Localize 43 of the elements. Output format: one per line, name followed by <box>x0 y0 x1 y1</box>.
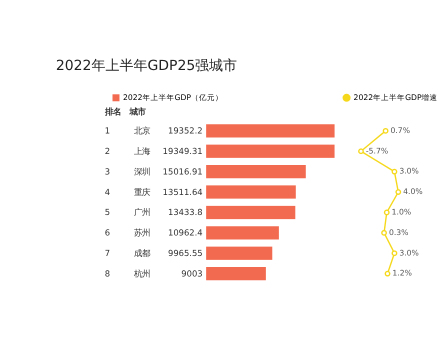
bar <box>206 246 272 260</box>
text: 6 <box>104 228 110 238</box>
text: 1 <box>104 126 110 136</box>
y-tick-label: 广州 <box>134 207 150 218</box>
bar <box>206 226 279 240</box>
data-label: 15016.91 <box>162 166 203 176</box>
y-tick-label: 成都 <box>134 248 150 258</box>
text: 排名 <box>104 106 121 117</box>
data-label: 9003 <box>181 268 203 278</box>
bar <box>206 185 296 199</box>
bar <box>206 267 266 280</box>
point <box>392 250 398 256</box>
chart-title: 2022年上半年GDP25强城市 <box>56 58 238 74</box>
point <box>382 128 389 134</box>
bar <box>206 124 335 138</box>
data-label: 10962.4 <box>168 228 203 238</box>
point <box>381 230 387 236</box>
point <box>358 148 364 154</box>
y-tick-label: 深圳 <box>134 166 150 176</box>
y-tick-label: 苏州 <box>134 228 150 238</box>
data-label: 9965.55 <box>168 248 203 258</box>
text: 7 <box>104 248 110 258</box>
y-tick-label: 北京 <box>134 126 150 136</box>
text: 5 <box>104 207 110 218</box>
text: 8 <box>104 268 110 278</box>
bar <box>206 144 335 158</box>
point <box>392 168 398 175</box>
point <box>395 189 402 195</box>
data-label: 13433.8 <box>168 207 203 218</box>
text: 城市 <box>128 106 146 117</box>
text: 3 <box>104 166 110 176</box>
text: 4 <box>104 186 110 197</box>
point <box>384 270 390 277</box>
y-tick-label: 上海 <box>134 146 150 156</box>
bar <box>206 165 306 178</box>
data-label: 19352.2 <box>168 126 203 136</box>
text: 2 <box>104 146 110 156</box>
y-tick-label: 杭州 <box>132 268 150 278</box>
point <box>384 210 390 216</box>
data-label: 13511.64 <box>162 186 203 197</box>
y-tick-label: 重庆 <box>134 186 150 197</box>
data-label: 19349.31 <box>162 146 203 156</box>
bar <box>206 206 296 220</box>
